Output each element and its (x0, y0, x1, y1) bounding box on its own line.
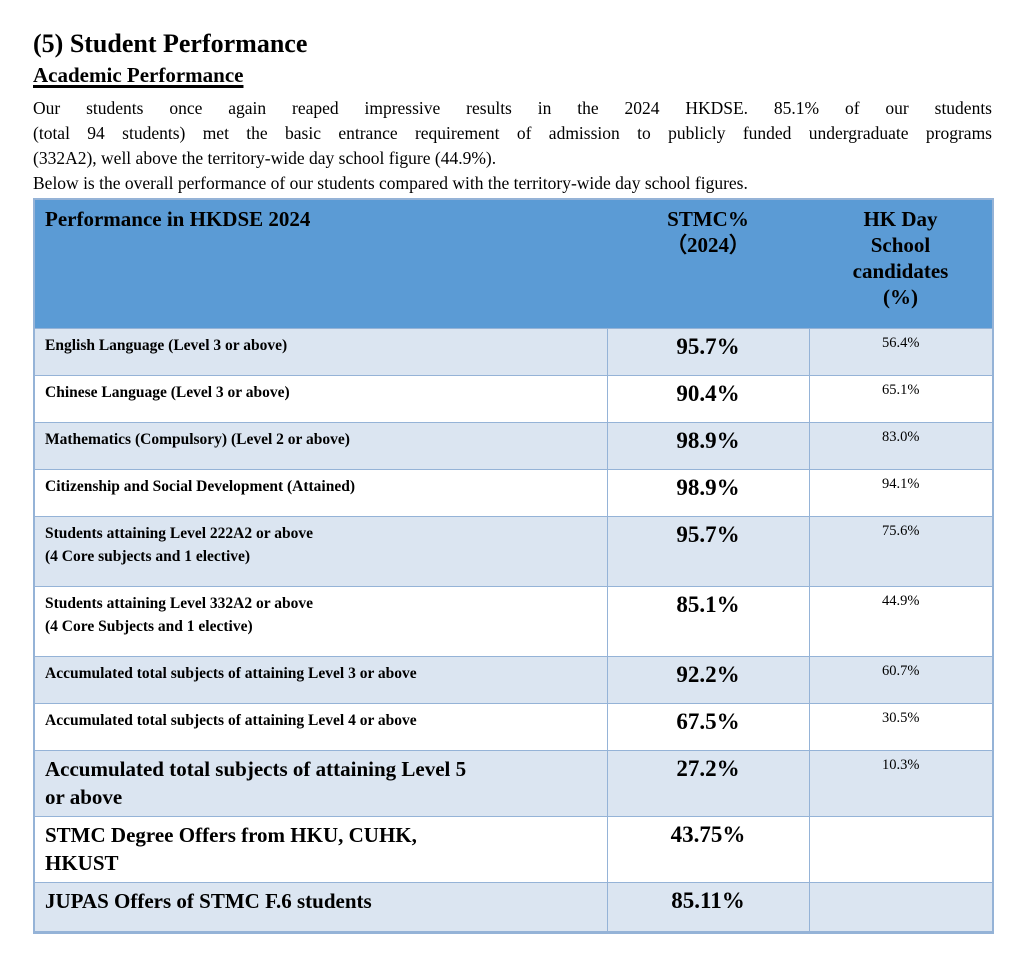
stmc-value: 85.11% (606, 881, 810, 933)
table-lead-in: Below is the overall performance of our … (33, 172, 748, 193)
hk-day-school-value: 94.1% (808, 469, 994, 518)
stmc-value: 98.9% (606, 469, 810, 518)
table-row: Accumulated total subjects of attaining … (33, 750, 994, 818)
table-row: English Language (Level 3 or above) 95.7%… (33, 328, 994, 377)
row-label: Chinese Language (Level 3 or above) (33, 375, 608, 424)
document-page: (5) Student Performance Academic Perform… (33, 29, 994, 934)
hk-day-school-value: 10.3% (808, 750, 994, 818)
hk-day-school-value: 83.0% (808, 422, 994, 471)
table-body: English Language (Level 3 or above) 95.7%… (33, 328, 994, 933)
hk-day-school-value (808, 816, 994, 883)
header-cell-stmc: STMC% （2024） (607, 198, 809, 329)
stmc-value: 85.1% (606, 586, 810, 658)
header-cell-subject: Performance in HKDSE 2024 (34, 198, 607, 329)
hk-day-school-value: 60.7% (808, 656, 994, 705)
hk-day-school-value (808, 881, 994, 933)
row-label: Mathematics (Compulsory) (Level 2 or abo… (33, 422, 608, 471)
table-row: Students attaining Level 332A2 or above … (33, 586, 994, 658)
row-label: Students attaining Level 332A2 or above … (33, 586, 608, 658)
table-row: Accumulated total subjects of attaining … (33, 703, 994, 752)
hk-day-school-value: 44.9% (808, 586, 994, 658)
intro-line-3: (332A2), well above the territory-wide d… (33, 147, 497, 168)
stmc-value: 43.75% (606, 816, 810, 883)
table-row: JUPAS Offers of STMC F.6 students 85.11% (33, 881, 994, 933)
table-row: STMC Degree Offers from HKU, CUHK, HKUST… (33, 816, 994, 883)
header-cell-hk-day-school: HK Day School candidates (%) (809, 198, 993, 329)
performance-table: Performance in HKDSE 2024 STMC% （2024） H… (33, 197, 994, 934)
stmc-value: 90.4% (606, 375, 810, 424)
hk-day-school-value: 65.1% (808, 375, 994, 424)
hk-day-school-value: 75.6% (808, 516, 994, 588)
section-heading: Academic Performance (33, 62, 244, 87)
intro-line-1: Our students once again reaped impressiv… (33, 97, 992, 118)
stmc-value: 95.7% (606, 328, 810, 377)
row-label: Accumulated total subjects of attaining … (33, 656, 608, 705)
intro-line-2: (total 94 students) met the basic entran… (33, 122, 992, 143)
row-label: Students attaining Level 222A2 or above … (33, 516, 608, 588)
stmc-value: 67.5% (606, 703, 810, 752)
stmc-value: 27.2% (606, 750, 810, 818)
table-row: Mathematics (Compulsory) (Level 2 or abo… (33, 422, 994, 471)
row-label: Accumulated total subjects of attaining … (33, 703, 608, 752)
stmc-value: 95.7% (606, 516, 810, 588)
row-label: Citizenship and Social Development (Atta… (33, 469, 608, 518)
row-label: STMC Degree Offers from HKU, CUHK, HKUST (33, 816, 608, 883)
table-header-row: Performance in HKDSE 2024 STMC% （2024） H… (34, 198, 993, 329)
row-label: JUPAS Offers of STMC F.6 students (33, 881, 608, 933)
table-row: Accumulated total subjects of attaining … (33, 656, 994, 705)
hk-day-school-value: 30.5% (808, 703, 994, 752)
stmc-value: 98.9% (606, 422, 810, 471)
intro-paragraph: Our students once again reaped impressiv… (33, 96, 992, 171)
row-label: English Language (Level 3 or above) (33, 328, 608, 377)
row-label: Accumulated total subjects of attaining … (33, 750, 608, 818)
table-row: Students attaining Level 222A2 or above … (33, 516, 994, 588)
page-title: (5) Student Performance (33, 29, 308, 58)
hk-day-school-value: 56.4% (808, 328, 994, 377)
stmc-value: 92.2% (606, 656, 810, 705)
table-row: Citizenship and Social Development (Atta… (33, 469, 994, 518)
table-row: Chinese Language (Level 3 or above) 90.4%… (33, 375, 994, 424)
